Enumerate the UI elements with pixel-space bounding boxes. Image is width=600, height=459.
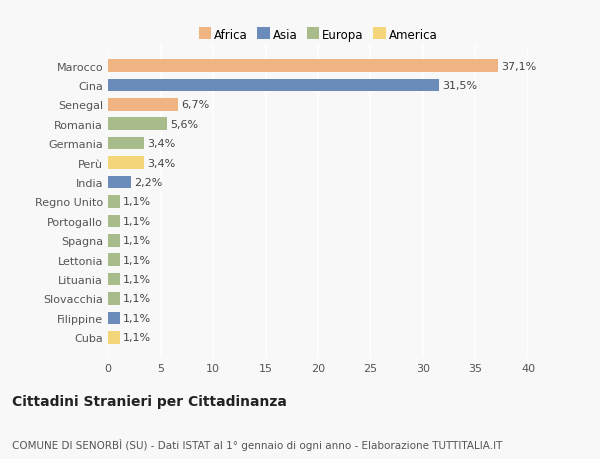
Bar (108, 60, 497, 73)
Text: 1,1%: 1,1% (123, 236, 151, 246)
Text: 37,1%: 37,1% (500, 62, 536, 71)
Text: 1,1%: 1,1% (123, 313, 151, 323)
Text: 6,7%: 6,7% (182, 100, 210, 110)
Bar (108, 79, 439, 92)
Text: 2,2%: 2,2% (134, 178, 163, 188)
Text: 31,5%: 31,5% (442, 81, 477, 91)
Text: 3,4%: 3,4% (147, 139, 175, 149)
Bar (108, 292, 119, 305)
Text: COMUNE DI SENORBÌ (SU) - Dati ISTAT al 1° gennaio di ogni anno - Elaborazione TU: COMUNE DI SENORBÌ (SU) - Dati ISTAT al 1… (12, 438, 502, 450)
Text: Cittadini Stranieri per Cittadinanza: Cittadini Stranieri per Cittadinanza (12, 395, 287, 409)
Bar (108, 273, 119, 286)
Bar (108, 118, 167, 131)
Bar (108, 312, 119, 325)
Text: 1,1%: 1,1% (123, 197, 151, 207)
Text: 1,1%: 1,1% (123, 274, 151, 285)
Text: 5,6%: 5,6% (170, 119, 198, 129)
Text: 1,1%: 1,1% (123, 255, 151, 265)
Text: 1,1%: 1,1% (123, 294, 151, 304)
Text: 3,4%: 3,4% (147, 158, 175, 168)
Legend: Africa, Asia, Europa, America: Africa, Asia, Europa, America (196, 27, 440, 45)
Bar (108, 176, 131, 189)
Bar (108, 157, 144, 169)
Bar (108, 215, 119, 228)
Text: 1,1%: 1,1% (123, 333, 151, 342)
Bar (108, 99, 178, 112)
Bar (108, 331, 119, 344)
Text: 1,1%: 1,1% (123, 216, 151, 226)
Bar (108, 254, 119, 266)
Bar (108, 196, 119, 208)
Bar (108, 138, 144, 150)
Bar (108, 235, 119, 247)
